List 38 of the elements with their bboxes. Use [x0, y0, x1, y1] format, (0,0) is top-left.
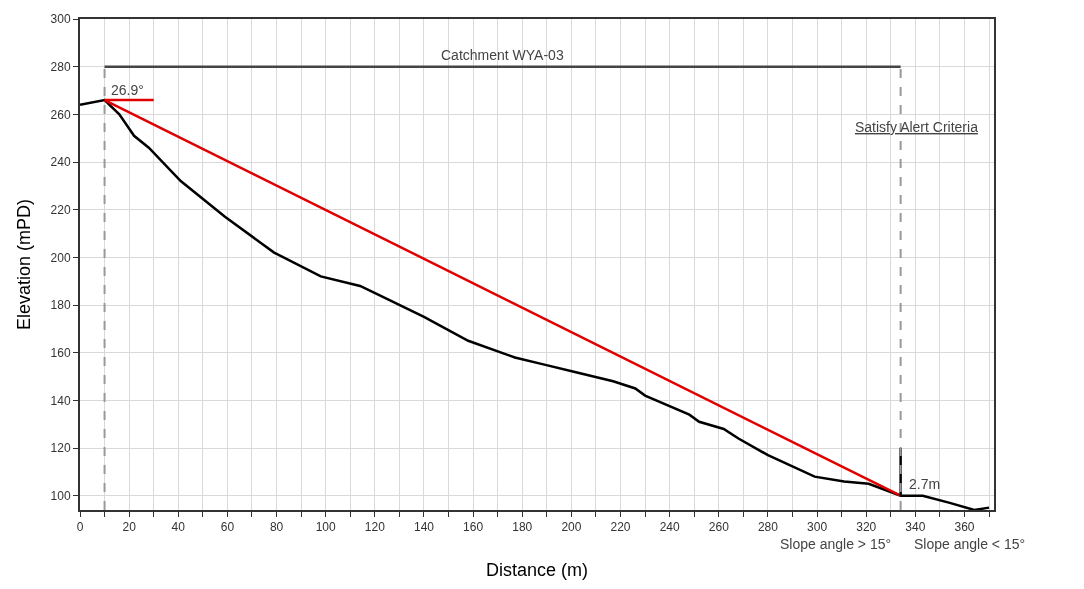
y-tick-label: 300 — [50, 12, 71, 27]
y-tick-label: 280 — [50, 59, 71, 74]
y-tick-label: 100 — [50, 488, 71, 503]
y-tick-label: 120 — [50, 441, 71, 456]
y-tick-label: 200 — [50, 250, 71, 265]
x-tick-label: 220 — [610, 520, 631, 535]
x-tick-label: 140 — [413, 520, 435, 535]
x-tick-label: 240 — [659, 520, 681, 535]
y-tick-label: 180 — [50, 298, 71, 313]
x-tick-label: 80 — [269, 520, 284, 535]
y-tick-label: 160 — [50, 345, 71, 360]
x-axis-title: Distance (m) — [485, 560, 589, 580]
x-tick-label: 280 — [757, 520, 779, 535]
x-tick-label: 0 — [76, 520, 84, 535]
x-tick-label: 180 — [512, 520, 533, 535]
y-tick-label: 240 — [50, 155, 71, 170]
y-tick-label: 140 — [50, 393, 71, 408]
x-tick-label: 200 — [561, 520, 582, 535]
annotation: Catchment WYA-03 — [441, 47, 564, 63]
x-tick-label: 160 — [463, 520, 484, 535]
x-tick-label: 320 — [856, 520, 877, 535]
x-tick-label: 120 — [364, 520, 386, 535]
x-tick-label: 40 — [171, 520, 186, 535]
annotation: 2.7m — [909, 476, 941, 492]
annotation: 26.9° — [111, 82, 144, 98]
x-tick-label: 260 — [708, 520, 730, 535]
y-tick-label: 220 — [50, 202, 71, 217]
y-tick-label: 260 — [50, 107, 71, 122]
x-tick-label: 360 — [954, 520, 975, 535]
text: Slope angle < 15° — [914, 536, 1026, 552]
y-axis-title: Elevation (mPD) — [14, 198, 35, 331]
x-tick-label: 340 — [905, 520, 926, 535]
x-tick-label: 300 — [807, 520, 828, 535]
x-tick-label: 100 — [315, 520, 337, 535]
x-tick-label: 20 — [122, 520, 137, 535]
annotation: Satisfy Alert Criteria — [855, 119, 979, 135]
text: Slope angle > 15° — [780, 536, 892, 552]
x-tick-label: 60 — [220, 520, 235, 535]
